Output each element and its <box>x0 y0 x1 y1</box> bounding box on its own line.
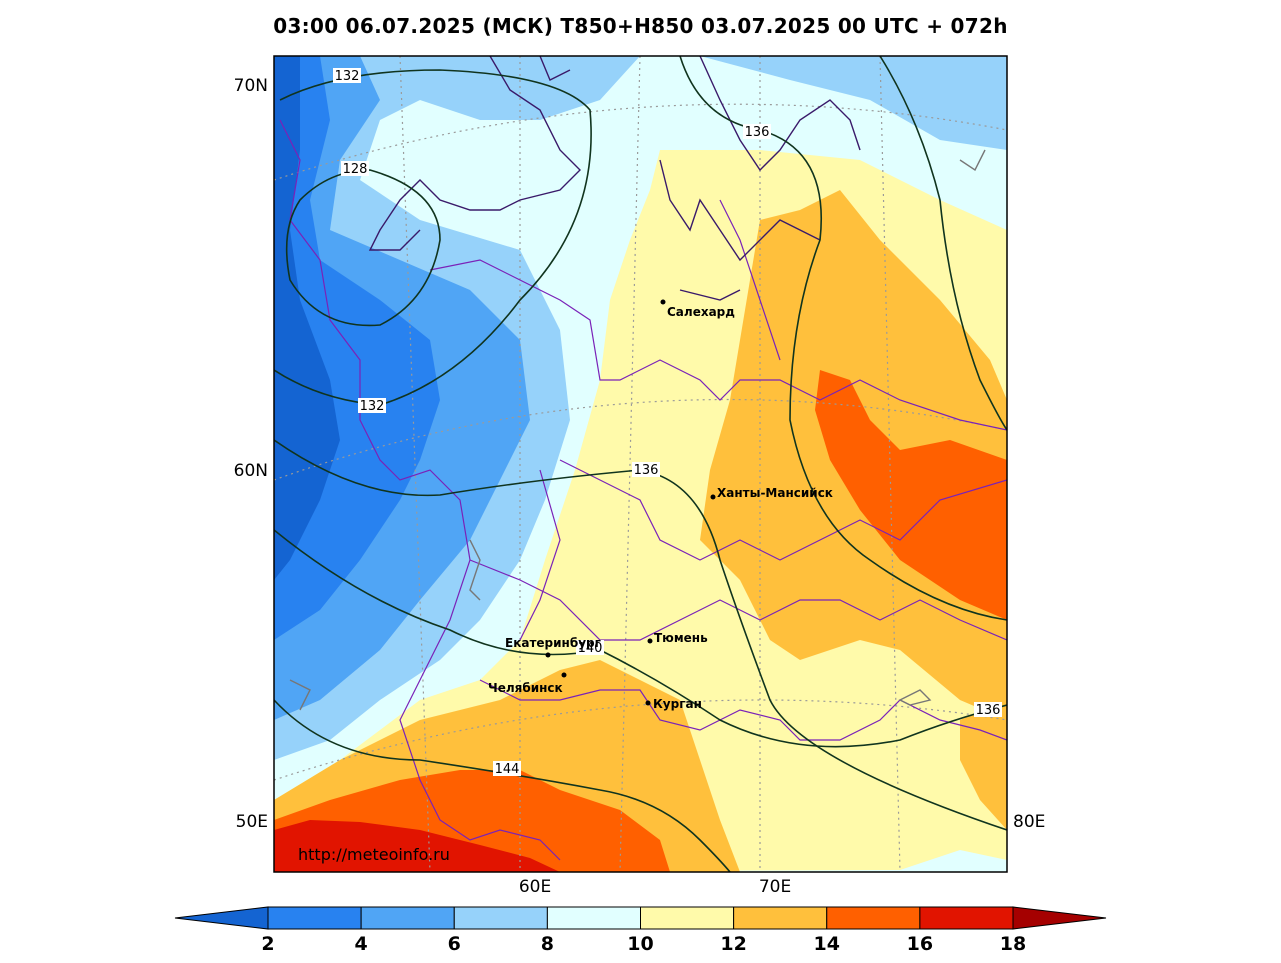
contour-label: 132 <box>335 69 360 84</box>
city-label-yekaterinburg: Екатеринбург <box>505 636 601 650</box>
colorbar-arrow-high <box>1012 906 1107 930</box>
colorbar-arrow-low <box>174 906 269 930</box>
city-label-kurgan: Курган <box>653 697 702 711</box>
colorbar-segment <box>546 906 641 930</box>
contour-label: 128 <box>343 162 368 177</box>
city-dot <box>660 299 666 305</box>
contour-label: 140 <box>578 641 603 656</box>
city-label-khanty-mansiysk: Ханты-Мансийск <box>717 486 833 500</box>
lon-label-70e: 70E <box>759 877 791 897</box>
city-dot <box>545 652 551 658</box>
city-label-salekhard: Салехард <box>667 305 735 319</box>
colorbar-tick-label: 14 <box>814 933 840 955</box>
colorbar-segment <box>267 906 362 930</box>
city-dot <box>561 672 567 678</box>
colorbar-segment <box>360 906 455 930</box>
colorbar-segment <box>733 906 828 930</box>
map-title: 03:00 06.07.2025 (МСК) T850+H850 03.07.2… <box>273 14 1008 38</box>
colorbar-tick-label: 8 <box>541 933 554 955</box>
colorbar-tick-label: 6 <box>448 933 461 955</box>
lon-label-60e: 60E <box>519 877 551 897</box>
contour-label: 136 <box>976 703 1001 718</box>
contour-label: 136 <box>634 463 659 478</box>
city-label-chelyabinsk: Челябинск <box>488 681 563 695</box>
watermark: http://meteoinfo.ru <box>298 845 450 864</box>
lon-label-80e: 80E <box>1013 812 1045 832</box>
axis-labels: 70N 60N 50E 80E 60E 70E <box>234 76 1046 897</box>
colorbar-tick-label: 4 <box>355 933 368 955</box>
colorbar-segment <box>453 906 548 930</box>
colorbar-tick-label: 10 <box>627 933 653 955</box>
lat-label-60n: 60N <box>234 461 268 481</box>
colorbar-tick-label: 2 <box>261 933 274 955</box>
contour-label: 136 <box>745 125 770 140</box>
colorbar-segment <box>919 906 1014 930</box>
map-frame <box>273 55 1008 873</box>
contour-label: 144 <box>495 762 520 777</box>
lat-label-70n: 70N <box>234 76 268 96</box>
colorbar-tick-label: 12 <box>720 933 746 955</box>
city-label-tyumen: Тюмень <box>654 631 708 645</box>
colorbar-segment <box>826 906 921 930</box>
city-markers: Салехард Ханты-Мансийск Екатеринбург Тюм… <box>488 299 833 711</box>
colorbar: 2 4 6 8 10 12 14 16 18 <box>174 906 1107 955</box>
colorbar-tick-label: 16 <box>907 933 933 955</box>
lat-label-50e: 50E <box>236 812 268 832</box>
city-dot <box>710 494 716 500</box>
contour-label: 132 <box>360 399 385 414</box>
colorbar-segment <box>640 906 735 930</box>
city-dot <box>645 700 651 706</box>
colorbar-tick-label: 18 <box>1000 933 1026 955</box>
city-dot <box>647 638 653 644</box>
contour-labels: 132 128 132 136 136 140 144 136 <box>333 68 1002 777</box>
